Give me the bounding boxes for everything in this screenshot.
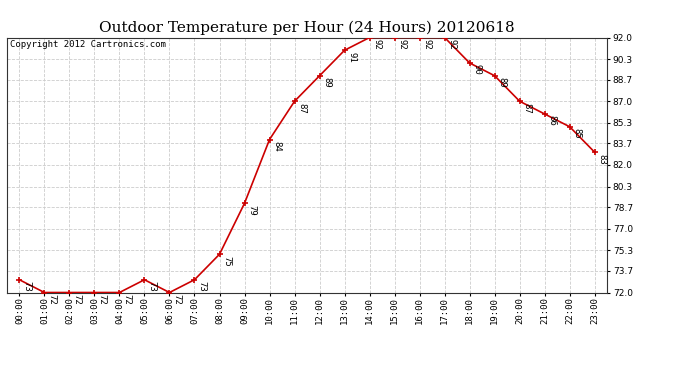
Text: 91: 91 bbox=[347, 52, 356, 62]
Text: Copyright 2012 Cartronics.com: Copyright 2012 Cartronics.com bbox=[10, 40, 166, 49]
Text: 92: 92 bbox=[397, 39, 406, 50]
Text: 83: 83 bbox=[598, 154, 607, 164]
Text: 92: 92 bbox=[447, 39, 456, 50]
Text: 73: 73 bbox=[22, 281, 31, 292]
Text: 87: 87 bbox=[297, 103, 306, 113]
Text: 85: 85 bbox=[573, 128, 582, 139]
Text: 92: 92 bbox=[373, 39, 382, 50]
Text: 72: 72 bbox=[122, 294, 131, 304]
Title: Outdoor Temperature per Hour (24 Hours) 20120618: Outdoor Temperature per Hour (24 Hours) … bbox=[99, 21, 515, 35]
Text: 92: 92 bbox=[422, 39, 431, 50]
Text: 72: 72 bbox=[172, 294, 181, 304]
Text: 72: 72 bbox=[47, 294, 56, 304]
Text: 86: 86 bbox=[547, 116, 556, 126]
Text: 89: 89 bbox=[497, 77, 506, 88]
Text: 75: 75 bbox=[222, 256, 231, 266]
Text: 90: 90 bbox=[473, 64, 482, 75]
Text: 84: 84 bbox=[273, 141, 282, 152]
Text: 73: 73 bbox=[197, 281, 206, 292]
Text: 87: 87 bbox=[522, 103, 531, 113]
Text: 79: 79 bbox=[247, 205, 256, 215]
Text: 73: 73 bbox=[147, 281, 156, 292]
Text: 72: 72 bbox=[97, 294, 106, 304]
Text: 72: 72 bbox=[72, 294, 81, 304]
Text: 89: 89 bbox=[322, 77, 331, 88]
